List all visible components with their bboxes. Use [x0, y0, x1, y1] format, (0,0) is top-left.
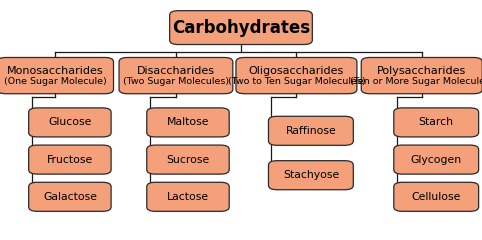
Text: Maltose: Maltose [167, 117, 209, 127]
Text: Disaccharides: Disaccharides [137, 66, 215, 76]
Text: Lactose: Lactose [167, 192, 209, 202]
Text: Oligosaccharides: Oligosaccharides [249, 66, 344, 76]
Text: Sucrose: Sucrose [166, 155, 210, 165]
Text: Fructose: Fructose [47, 155, 93, 165]
FancyBboxPatch shape [394, 108, 479, 137]
FancyBboxPatch shape [28, 182, 111, 211]
Text: Cellulose: Cellulose [412, 192, 461, 202]
Text: (One Sugar Molecule): (One Sugar Molecule) [4, 77, 107, 86]
FancyBboxPatch shape [0, 57, 114, 94]
Text: Glucose: Glucose [48, 117, 92, 127]
Text: (Ten or More Sugar Molecules): (Ten or More Sugar Molecules) [350, 77, 482, 86]
FancyBboxPatch shape [268, 116, 353, 145]
FancyBboxPatch shape [28, 108, 111, 137]
Text: Carbohydrates: Carbohydrates [172, 19, 310, 36]
FancyBboxPatch shape [268, 161, 353, 190]
Text: Stachyose: Stachyose [283, 170, 339, 180]
Text: Monosaccharides: Monosaccharides [7, 66, 104, 76]
Text: Glycogen: Glycogen [411, 155, 462, 165]
Text: (Two Sugar Molecules): (Two Sugar Molecules) [123, 77, 229, 86]
FancyBboxPatch shape [28, 145, 111, 174]
FancyBboxPatch shape [394, 182, 479, 211]
FancyBboxPatch shape [147, 182, 229, 211]
Text: Starch: Starch [419, 117, 454, 127]
FancyBboxPatch shape [362, 57, 482, 94]
FancyBboxPatch shape [119, 57, 233, 94]
Text: (Two to Ten Sugar Molecules): (Two to Ten Sugar Molecules) [228, 77, 365, 86]
FancyBboxPatch shape [394, 145, 479, 174]
FancyBboxPatch shape [170, 11, 312, 45]
FancyBboxPatch shape [236, 57, 357, 94]
Text: Raffinose: Raffinose [285, 126, 336, 136]
FancyBboxPatch shape [147, 145, 229, 174]
Text: Galactose: Galactose [43, 192, 97, 202]
Text: Polysaccharides: Polysaccharides [377, 66, 467, 76]
FancyBboxPatch shape [147, 108, 229, 137]
